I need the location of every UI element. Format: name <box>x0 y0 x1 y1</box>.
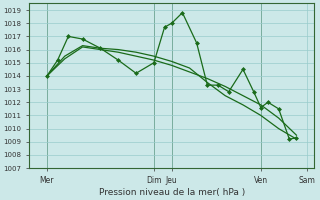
X-axis label: Pression niveau de la mer( hPa ): Pression niveau de la mer( hPa ) <box>99 188 245 197</box>
